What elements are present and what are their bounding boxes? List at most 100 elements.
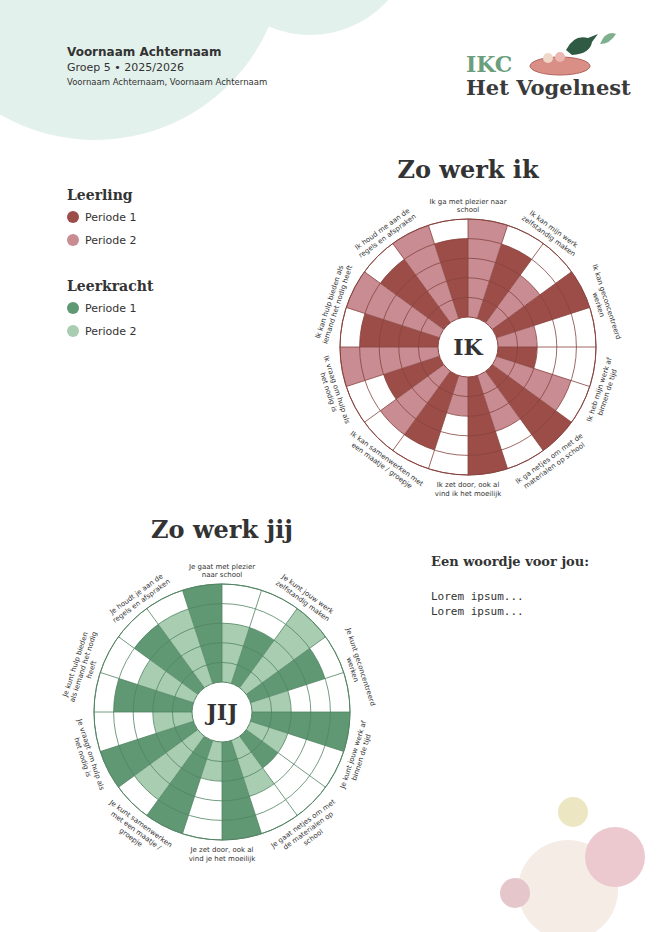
category-label-line: het nodig is [318, 372, 338, 414]
spoke [100, 721, 193, 751]
category-label-group: Ik houd me aan deregels en afspraken [352, 206, 418, 260]
bar [153, 712, 194, 733]
legend-swatch [67, 211, 79, 223]
category-label-group: Je gaat netjes om metde materialen opsch… [269, 798, 347, 864]
spoke [251, 672, 344, 702]
category-label: Ik houd me aan deregels en afspraken [352, 206, 418, 260]
category-label-line: zelfstandig maken [274, 579, 331, 623]
category-label-line: Je kunt samenwerken [107, 798, 173, 849]
category-label-group: Ik heb mijn werk afbinnen de tijd [585, 356, 622, 425]
category-label: Je zet door, ook alvind je het moeilijk [189, 846, 257, 863]
category-label-line: vind ik het moeilijk [435, 490, 502, 498]
category-label: Je kunt hulp biedenals iemand het nodigh… [60, 628, 107, 706]
category-label-line: Ik ga met plezier naar [429, 198, 506, 206]
bar [222, 623, 249, 683]
category-label: Je houdt je aan deregels en afspraken [106, 571, 172, 625]
legend-entry: Periode 1 [85, 211, 137, 224]
legend-entry: Periode 2 [85, 234, 137, 247]
legend-swatch [67, 302, 79, 314]
category-label-line: Ik zet door, ook al [437, 481, 500, 489]
spoke [182, 741, 212, 834]
legend-swatch [67, 325, 79, 337]
spoke [240, 608, 298, 687]
logo: IKCHet Vogelnest [466, 33, 631, 100]
category-label: Ik kan hulp bieden alsiemand het nodig h… [313, 262, 354, 345]
grid [340, 219, 596, 475]
category-label: Ik ga netjes om met dematerialen op scho… [514, 432, 589, 493]
spoke [364, 365, 443, 423]
grid [94, 584, 350, 840]
category-label-line: regels en afspraken [111, 578, 172, 625]
category-label: Ik kan samenwerken meteen maatje / groep… [344, 430, 425, 495]
bar [497, 326, 538, 347]
category-label-line: binnen de tijd [596, 368, 619, 416]
grid-ring [340, 219, 596, 475]
category-label-group: Je houdt je aan deregels en afspraken [106, 571, 172, 625]
category-label: Je gaat met pleziernaar school [188, 563, 255, 580]
egg [555, 52, 565, 62]
bar [251, 691, 292, 712]
chart: IKIk ga met plezier naarschoolIk kan mij… [313, 198, 622, 498]
category-label: Ik vraag om hulp alshet nodig is [314, 355, 352, 428]
spoke [340, 347, 438, 348]
category-label-group: Je gaat met pleziernaar school [188, 563, 255, 580]
category-label: Ik ga met plezier naarschool [429, 198, 506, 215]
spoke [468, 377, 469, 475]
category-label-line: iemand het nodig heeft [321, 264, 354, 345]
bar [158, 609, 212, 688]
spoke [477, 225, 507, 318]
spoke [240, 736, 298, 815]
spoke [428, 225, 458, 318]
category-label-group: Je zet door, ook alvind je het moeilijk [189, 846, 257, 863]
spoke [246, 730, 325, 788]
category-label-group: Ik kan geconcentreerdwerken [582, 264, 622, 344]
category-label-line: Je kunt geconcentreerd [344, 626, 377, 707]
range-edge [94, 584, 350, 840]
decor-circle [500, 878, 530, 908]
category-label: Je kunt jouw werkzelfstandig maken [274, 572, 336, 623]
spoke [486, 243, 544, 322]
category-label: Ik zet door, ook alvind ik het moeilijk [435, 481, 502, 498]
spoke [222, 742, 223, 840]
teachers: Voornaam Achternaam, Voornaam Achternaam [67, 77, 267, 87]
category-label-line: materialen op school [522, 441, 586, 491]
legend: LeerlingPeriode 1Periode 2 [67, 187, 137, 247]
category-label-group: Je kunt samenwerkenmet een maatje /groep… [97, 798, 173, 863]
spoke [246, 637, 325, 695]
category-label: Je kunt jouw werk afbinnen de tijd [338, 719, 376, 793]
spoke [428, 376, 458, 469]
category-label-line: Ik kan samenwerken met [349, 430, 425, 489]
category-label-group: Ik ga netjes om met dematerialen op scho… [514, 432, 589, 493]
note-title: Een woordje voor jou: [431, 554, 589, 569]
bar [486, 275, 540, 329]
spoke [231, 590, 261, 683]
category-label-group: Ik ga met plezier naarschool [429, 198, 506, 215]
category-label-group: Ik kan hulp bieden alsiemand het nodig h… [313, 262, 354, 345]
spoke [94, 712, 192, 713]
category-label-line: zelfstandig maken [520, 214, 577, 258]
legend: LeerkrachtPeriode 1Periode 2 [67, 278, 154, 338]
category-label-group: Ik kan samenwerken meteen maatje / groep… [344, 430, 425, 495]
category-label-line: vind je het moeilijk [189, 855, 257, 863]
leaf [600, 33, 616, 44]
center-label: JIJ [204, 699, 237, 725]
spoke [252, 712, 350, 713]
category-label-line: Ik kan geconcentreerd [590, 264, 622, 341]
category-label-line: Ik ga netjes om met de [514, 432, 584, 486]
spoke [100, 672, 193, 702]
category-label-line: met een maatje / [109, 810, 163, 852]
spoke [118, 730, 197, 788]
spoke [231, 741, 261, 834]
spoke [497, 356, 590, 386]
category-label-group: Ik zet door, ook alvind ik het moeilijk [435, 481, 502, 498]
category-label-line: een maatje / groepje [350, 441, 414, 490]
category-label-line: Je gaat met plezier [188, 563, 255, 571]
spoke [182, 590, 212, 683]
spoke [346, 356, 439, 386]
chart-title: Zo werk jij [151, 515, 293, 544]
decor-circle [0, 0, 285, 140]
group: Groep 5 • 2025/2026 [67, 61, 184, 74]
category-label-line: groepje [118, 827, 144, 849]
note-line: Lorem ipsum... [431, 605, 524, 618]
spoke [486, 371, 544, 450]
